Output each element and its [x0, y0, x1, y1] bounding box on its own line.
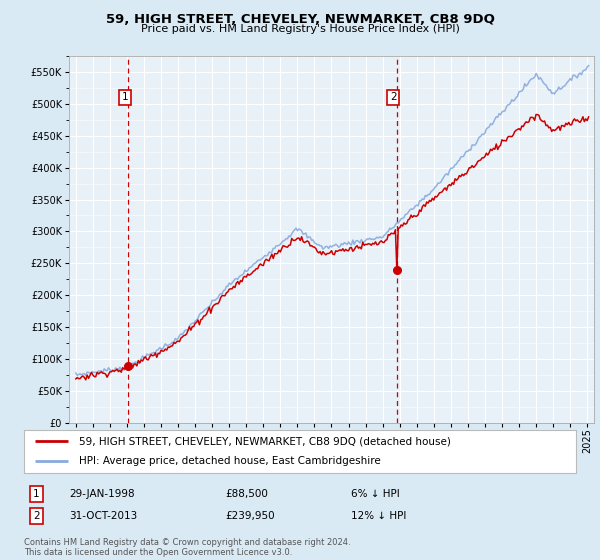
- Text: 12% ↓ HPI: 12% ↓ HPI: [351, 511, 406, 521]
- Text: 59, HIGH STREET, CHEVELEY, NEWMARKET, CB8 9DQ (detached house): 59, HIGH STREET, CHEVELEY, NEWMARKET, CB…: [79, 436, 451, 446]
- Text: £239,950: £239,950: [225, 511, 275, 521]
- Text: £88,500: £88,500: [225, 489, 268, 499]
- Text: 2: 2: [390, 92, 397, 102]
- Text: 31-OCT-2013: 31-OCT-2013: [69, 511, 137, 521]
- Text: HPI: Average price, detached house, East Cambridgeshire: HPI: Average price, detached house, East…: [79, 456, 381, 466]
- Text: 1: 1: [33, 489, 40, 499]
- Text: 29-JAN-1998: 29-JAN-1998: [69, 489, 134, 499]
- Text: 6% ↓ HPI: 6% ↓ HPI: [351, 489, 400, 499]
- Text: Contains HM Land Registry data © Crown copyright and database right 2024.
This d: Contains HM Land Registry data © Crown c…: [24, 538, 350, 557]
- Text: 2: 2: [33, 511, 40, 521]
- Text: 1: 1: [122, 92, 128, 102]
- Text: 59, HIGH STREET, CHEVELEY, NEWMARKET, CB8 9DQ: 59, HIGH STREET, CHEVELEY, NEWMARKET, CB…: [106, 13, 494, 26]
- Text: Price paid vs. HM Land Registry's House Price Index (HPI): Price paid vs. HM Land Registry's House …: [140, 24, 460, 34]
